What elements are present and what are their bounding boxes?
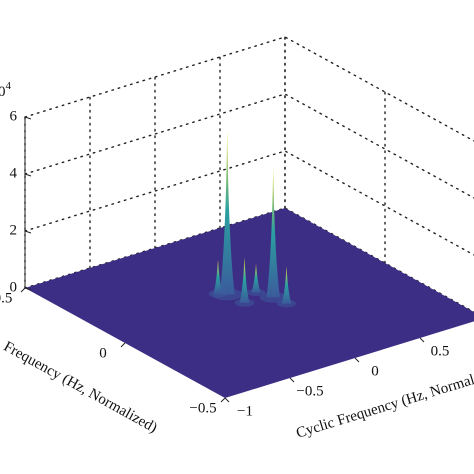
x-tick xyxy=(354,357,360,363)
peak xyxy=(251,263,261,293)
z-offset-exponent: 4 xyxy=(6,80,12,92)
peak-base xyxy=(259,291,287,303)
x-tick xyxy=(289,377,295,383)
peak xyxy=(281,266,292,304)
x-tick-label: 0 xyxy=(371,363,379,379)
x-tick-label: 0.5 xyxy=(431,343,450,359)
z-tick-label: 4 xyxy=(10,165,18,181)
z-tick-label: 0 xyxy=(10,279,18,295)
x-tick-label: −0.5 xyxy=(296,383,323,399)
z-tick xyxy=(24,230,32,234)
z-tick-label: 6 xyxy=(10,108,18,124)
z-tick-label: 2 xyxy=(10,222,18,238)
z-tick xyxy=(24,173,32,177)
x-tick xyxy=(224,397,230,403)
grid-line xyxy=(24,93,474,199)
z-offset-label: ×104 xyxy=(0,80,12,101)
peak xyxy=(219,129,235,295)
peak xyxy=(239,257,250,303)
peak xyxy=(266,166,280,298)
z-offset-base: ×10 xyxy=(0,84,6,100)
z-tick xyxy=(24,287,32,291)
x-tick xyxy=(419,337,425,343)
y-tick xyxy=(120,342,126,348)
grid-line xyxy=(24,150,474,256)
grid-line xyxy=(24,36,474,142)
y-axis-label: Frequency (Hz, Normalized) xyxy=(1,339,160,437)
y-tick-label: −0.5 xyxy=(189,400,216,416)
z-tick xyxy=(24,116,32,120)
y-tick xyxy=(20,287,26,293)
x-axis-label: Cyclic Frequency (Hz, Normalized) xyxy=(294,363,474,441)
x-tick-label: −1 xyxy=(237,403,253,419)
y-tick xyxy=(220,397,226,403)
peak xyxy=(213,259,223,294)
y-tick-label: 0 xyxy=(99,345,107,361)
y-tick-label: 0.5 xyxy=(0,290,12,306)
